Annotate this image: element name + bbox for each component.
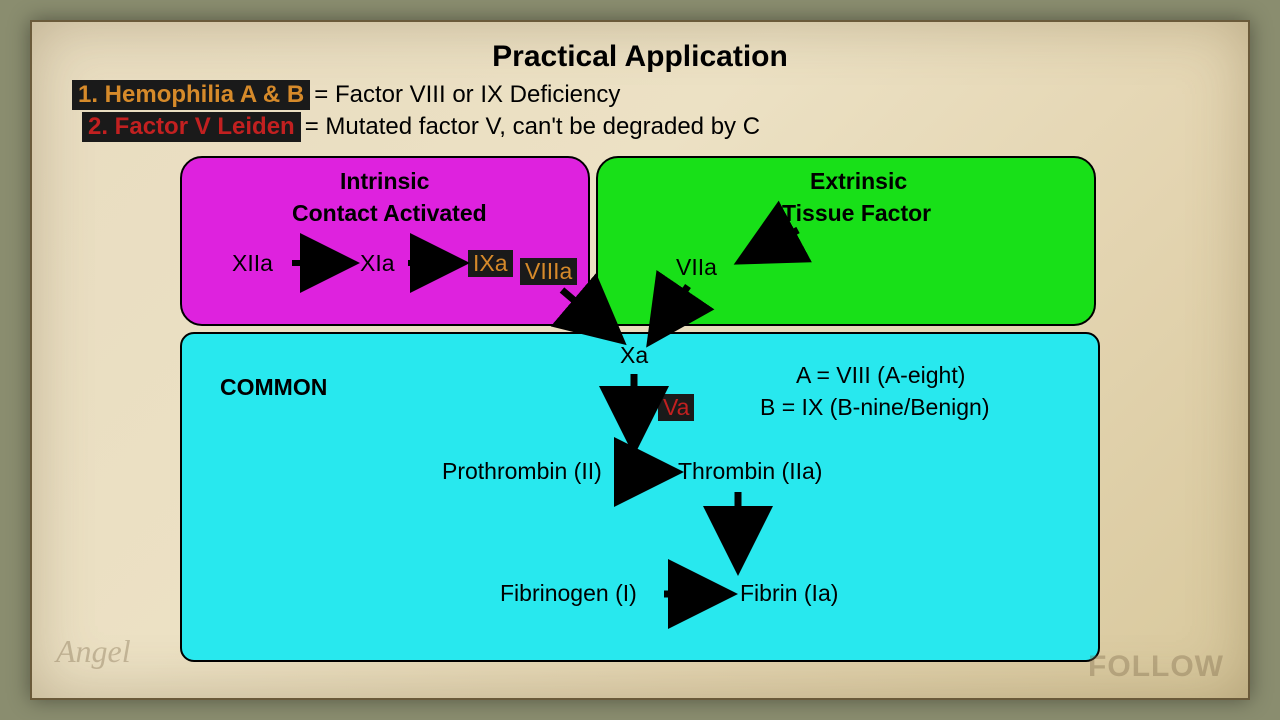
extrinsic-title: Extrinsic bbox=[810, 168, 907, 195]
hemophilia-highlight: 1. Hemophilia A & B bbox=[72, 80, 310, 110]
mnemonic-b: B = IX (B-nine/Benign) bbox=[760, 394, 989, 421]
factor-ixa: IXa bbox=[468, 250, 513, 277]
mnemonic-a: A = VIII (A-eight) bbox=[796, 362, 965, 389]
intrinsic-title: Intrinsic bbox=[340, 168, 429, 195]
factor-viia: VIIa bbox=[676, 254, 717, 281]
factor-v-text: = Mutated factor V, can't be degraded by… bbox=[305, 113, 760, 141]
factor-xa: Xa bbox=[620, 342, 648, 369]
coagulation-diagram: Intrinsic Contact Activated XIIa XIa IXa… bbox=[180, 156, 1100, 666]
hemophilia-text: = Factor VIII or IX Deficiency bbox=[314, 81, 620, 109]
bullet-factor-v: 2. Factor V Leiden = Mutated factor V, c… bbox=[82, 112, 1208, 142]
fibrinogen: Fibrinogen (I) bbox=[500, 580, 637, 607]
intrinsic-subtitle: Contact Activated bbox=[292, 200, 487, 227]
factor-xia: XIa bbox=[360, 250, 395, 277]
factor-v-highlight: 2. Factor V Leiden bbox=[82, 112, 301, 142]
parchment-page: Practical Application 1. Hemophilia A & … bbox=[30, 20, 1250, 700]
fibrin: Fibrin (Ia) bbox=[740, 580, 838, 607]
factor-va: Va bbox=[658, 394, 694, 421]
prothrombin: Prothrombin (II) bbox=[442, 458, 602, 485]
watermark-follow: FOLLOW bbox=[1088, 650, 1224, 684]
watermark-signature: Angel bbox=[56, 633, 131, 670]
common-label: COMMON bbox=[220, 374, 327, 401]
extrinsic-subtitle: Tissue Factor bbox=[782, 200, 931, 227]
thrombin: Thrombin (IIa) bbox=[678, 458, 822, 485]
bullet-hemophilia: 1. Hemophilia A & B = Factor VIII or IX … bbox=[72, 80, 1208, 110]
page-title: Practical Application bbox=[72, 40, 1208, 74]
factor-viiia: VIIIa bbox=[520, 258, 577, 285]
factor-xiia: XIIa bbox=[232, 250, 273, 277]
